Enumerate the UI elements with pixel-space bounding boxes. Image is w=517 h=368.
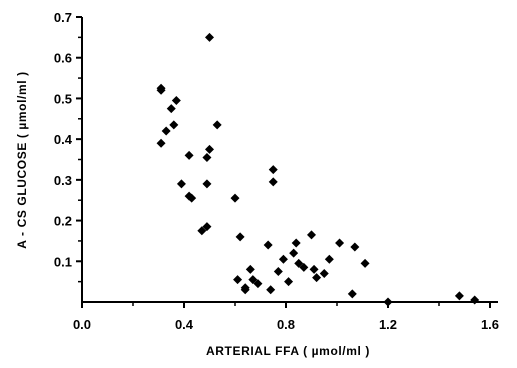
data-point — [294, 258, 304, 268]
y-tick-label: 0.2 — [54, 214, 72, 229]
data-point — [212, 120, 222, 130]
data-point — [268, 165, 278, 175]
data-point — [176, 179, 186, 189]
y-tick-label: 0.3 — [54, 173, 72, 188]
data-point — [350, 242, 360, 252]
data-point — [454, 291, 464, 301]
data-point — [309, 264, 319, 274]
data-point — [383, 297, 393, 307]
data-point — [278, 254, 288, 264]
data-point — [470, 295, 480, 305]
x-tick-label: 0.0 — [73, 317, 91, 332]
data-points — [156, 32, 480, 307]
data-point — [161, 126, 171, 136]
y-tick-label: 0.1 — [54, 254, 72, 269]
data-point — [184, 150, 194, 160]
data-point — [266, 285, 276, 295]
data-point — [268, 177, 278, 187]
data-point — [263, 240, 273, 250]
data-point — [233, 275, 243, 285]
data-point — [240, 285, 250, 295]
x-tick-label: 0.8 — [277, 317, 295, 332]
data-point — [235, 232, 245, 242]
axes: 0.0 0.4 0.8 1.2 1.6 0.1 0.2 0.3 0.4 0.5 0.6 0.7 — [54, 10, 499, 332]
data-point — [324, 254, 334, 264]
y-tick-label: 0.4 — [54, 132, 73, 147]
data-point — [230, 193, 240, 203]
data-point — [253, 279, 263, 289]
data-point — [284, 277, 294, 287]
data-point — [248, 275, 258, 285]
data-point — [319, 269, 329, 278]
data-point — [205, 32, 214, 42]
data-point — [312, 273, 322, 283]
data-point — [202, 152, 212, 162]
data-point — [197, 226, 207, 236]
x-tick-label: 1.2 — [379, 317, 397, 332]
data-point — [360, 258, 370, 268]
x-axis-title: ARTERIAL FFA ( µmol/ml ) — [206, 344, 370, 358]
data-point — [347, 289, 357, 299]
data-point — [307, 230, 316, 240]
data-point — [202, 179, 212, 189]
x-tick-label: 0.4 — [175, 317, 194, 332]
x-tick-label: 1.6 — [481, 317, 499, 332]
data-point — [205, 144, 214, 154]
data-point — [166, 104, 176, 114]
data-point — [335, 238, 345, 248]
data-point — [171, 95, 181, 105]
y-tick-label: 0.6 — [54, 51, 72, 66]
data-point — [156, 138, 166, 148]
y-axis-title: A - CS GLUCOSE ( µmol/ml ) — [15, 71, 29, 248]
data-point — [169, 120, 179, 130]
data-point — [273, 266, 283, 276]
data-point — [299, 262, 309, 272]
y-tick-label: 0.5 — [54, 91, 72, 106]
data-point — [289, 248, 299, 258]
data-point — [156, 85, 166, 95]
data-point — [202, 222, 212, 232]
data-point — [245, 264, 255, 274]
data-point — [291, 238, 301, 248]
data-point — [187, 193, 197, 203]
y-tick-label: 0.7 — [54, 10, 72, 25]
